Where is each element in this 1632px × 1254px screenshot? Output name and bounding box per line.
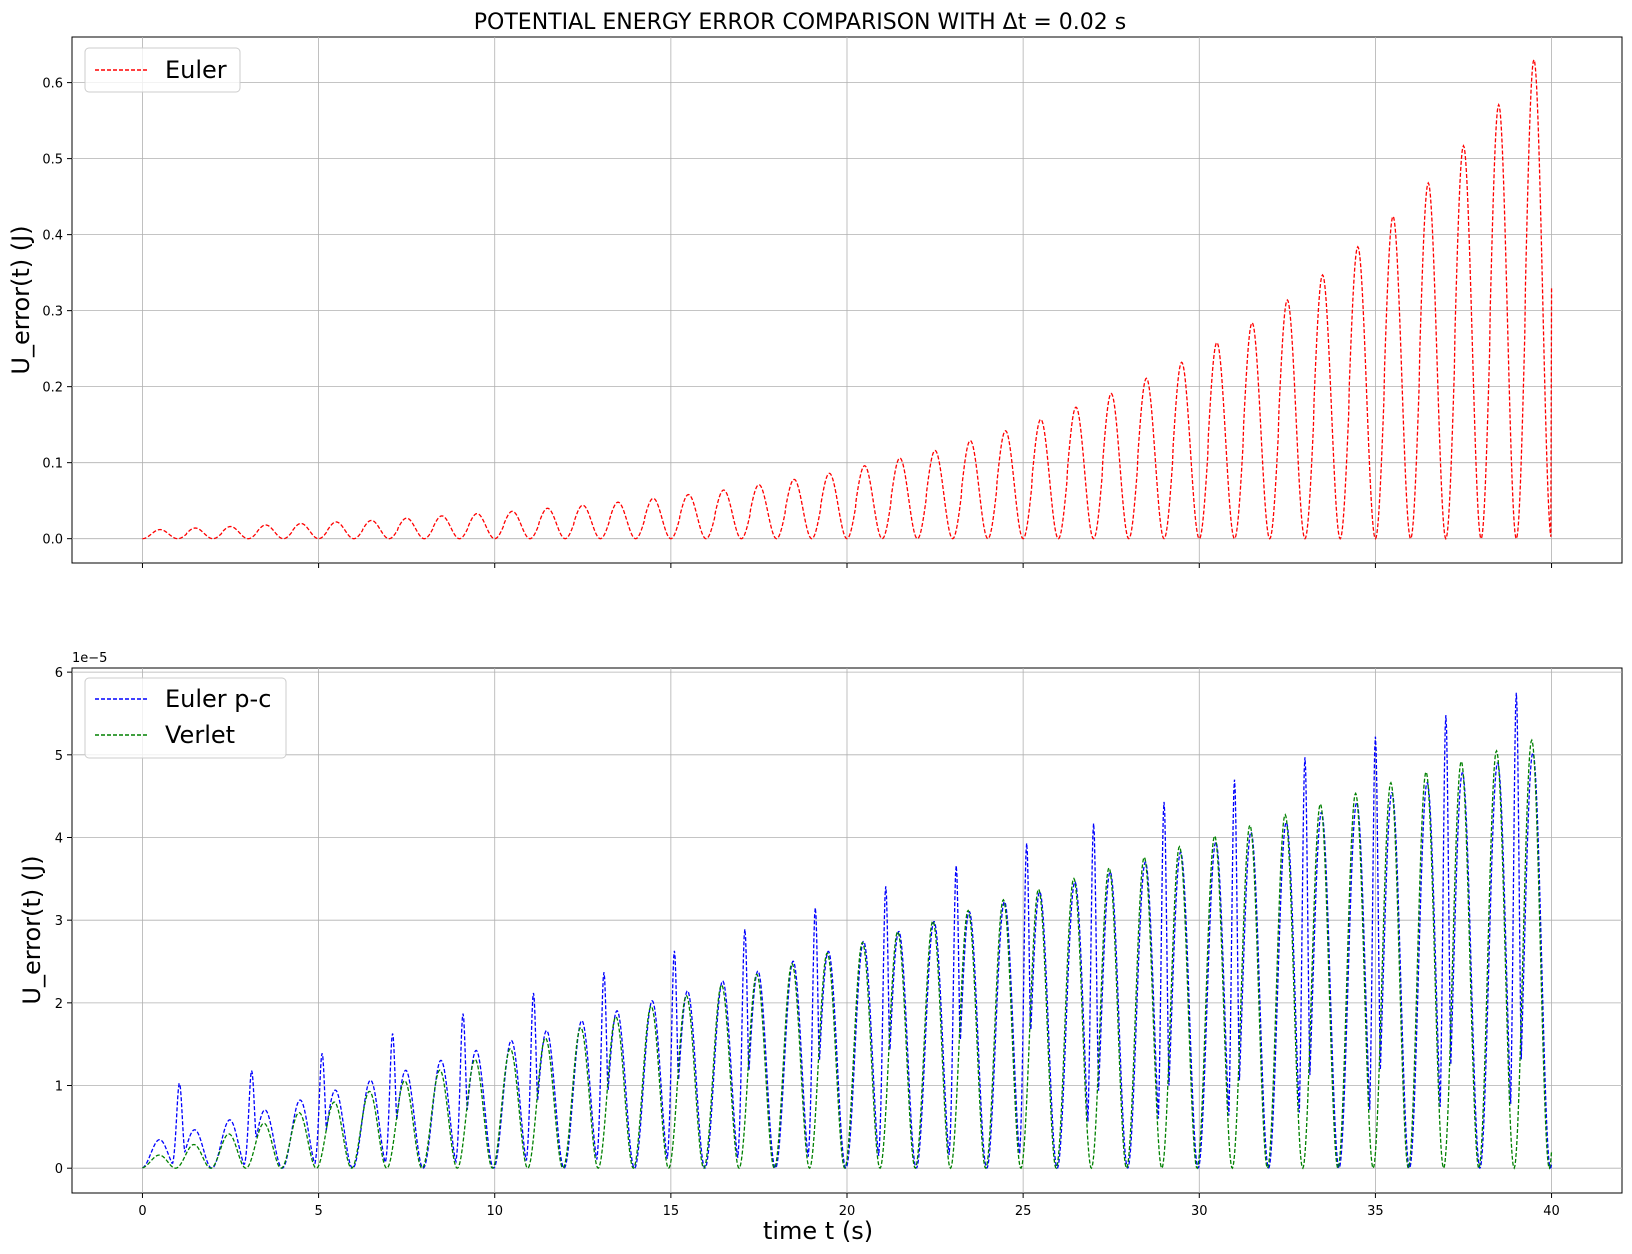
y-tick-label: 0.1 xyxy=(42,457,63,472)
top-grid xyxy=(72,37,1622,563)
top-y-axis-label: U_error(t) (J) xyxy=(7,225,35,374)
y-tick-label: 2 xyxy=(55,997,63,1012)
y-tick-label: 0.2 xyxy=(42,381,63,396)
x-tick-label: 40 xyxy=(1543,1204,1560,1219)
x-axis-label: time t (s) xyxy=(763,1217,873,1245)
y-tick-label: 0.3 xyxy=(42,305,63,320)
x-tick-label: 30 xyxy=(1191,1204,1208,1219)
top-axes: 0.0 0.1 0.2 0.3 0.4 0.5 0.6 U_error(t) (J) Eul… xyxy=(7,36,1623,568)
bottom-legend: Euler p-c Verlet xyxy=(84,677,287,759)
bottom-axes: 0 5 10 15 20 25 30 35 40 0 1 2 3 4 5 6 1e−5 U_error(t) … xyxy=(18,651,1623,1245)
y-tick-label: 5 xyxy=(55,749,63,764)
top-ticks: 0.0 0.1 0.2 0.3 0.4 0.5 0.6 xyxy=(42,77,1553,568)
x-tick-label: 25 xyxy=(1015,1204,1032,1219)
top-series xyxy=(142,57,1553,541)
y-tick-label: 3 xyxy=(55,914,63,929)
y-tick-label: 6 xyxy=(55,666,63,681)
y-tick-label: 4 xyxy=(55,831,63,846)
bottom-grid xyxy=(72,668,1622,1193)
bottom-ticks: 0 5 10 15 20 25 30 35 40 0 1 2 3 4 5 6 xyxy=(55,666,1560,1219)
x-tick-label: 15 xyxy=(663,1204,680,1219)
y-offset-label: 1e−5 xyxy=(72,651,107,666)
legend-label-verlet: Verlet xyxy=(165,721,235,749)
y-tick-label: 0.0 xyxy=(42,533,63,548)
x-tick-label: 5 xyxy=(314,1204,322,1219)
x-tick-label: 10 xyxy=(486,1204,503,1219)
series-line-euler xyxy=(142,57,1553,541)
series-line-euler-p-c xyxy=(142,692,1553,1169)
legend-label-euler: Euler xyxy=(165,56,227,84)
y-tick-label: 0.6 xyxy=(42,77,63,92)
y-tick-label: 0.4 xyxy=(42,229,63,244)
bottom-y-axis-label: U_error(t) (J) xyxy=(18,855,46,1004)
x-tick-label: 0 xyxy=(138,1204,146,1219)
top-legend: Euler xyxy=(84,47,241,93)
bottom-legend-box xyxy=(84,677,287,759)
y-tick-label: 0.5 xyxy=(42,153,63,168)
x-tick-label: 20 xyxy=(839,1204,856,1219)
bottom-series xyxy=(142,692,1553,1170)
series-line-verlet xyxy=(142,738,1553,1170)
top-legend-box xyxy=(84,47,241,93)
y-tick-label: 1 xyxy=(55,1080,63,1095)
legend-label-euler-pc: Euler p-c xyxy=(165,685,271,713)
x-tick-label: 35 xyxy=(1367,1204,1384,1219)
y-tick-label: 0 xyxy=(55,1162,63,1177)
chart-title: POTENTIAL ENERGY ERROR COMPARISON WITH Δ… xyxy=(474,10,1126,35)
